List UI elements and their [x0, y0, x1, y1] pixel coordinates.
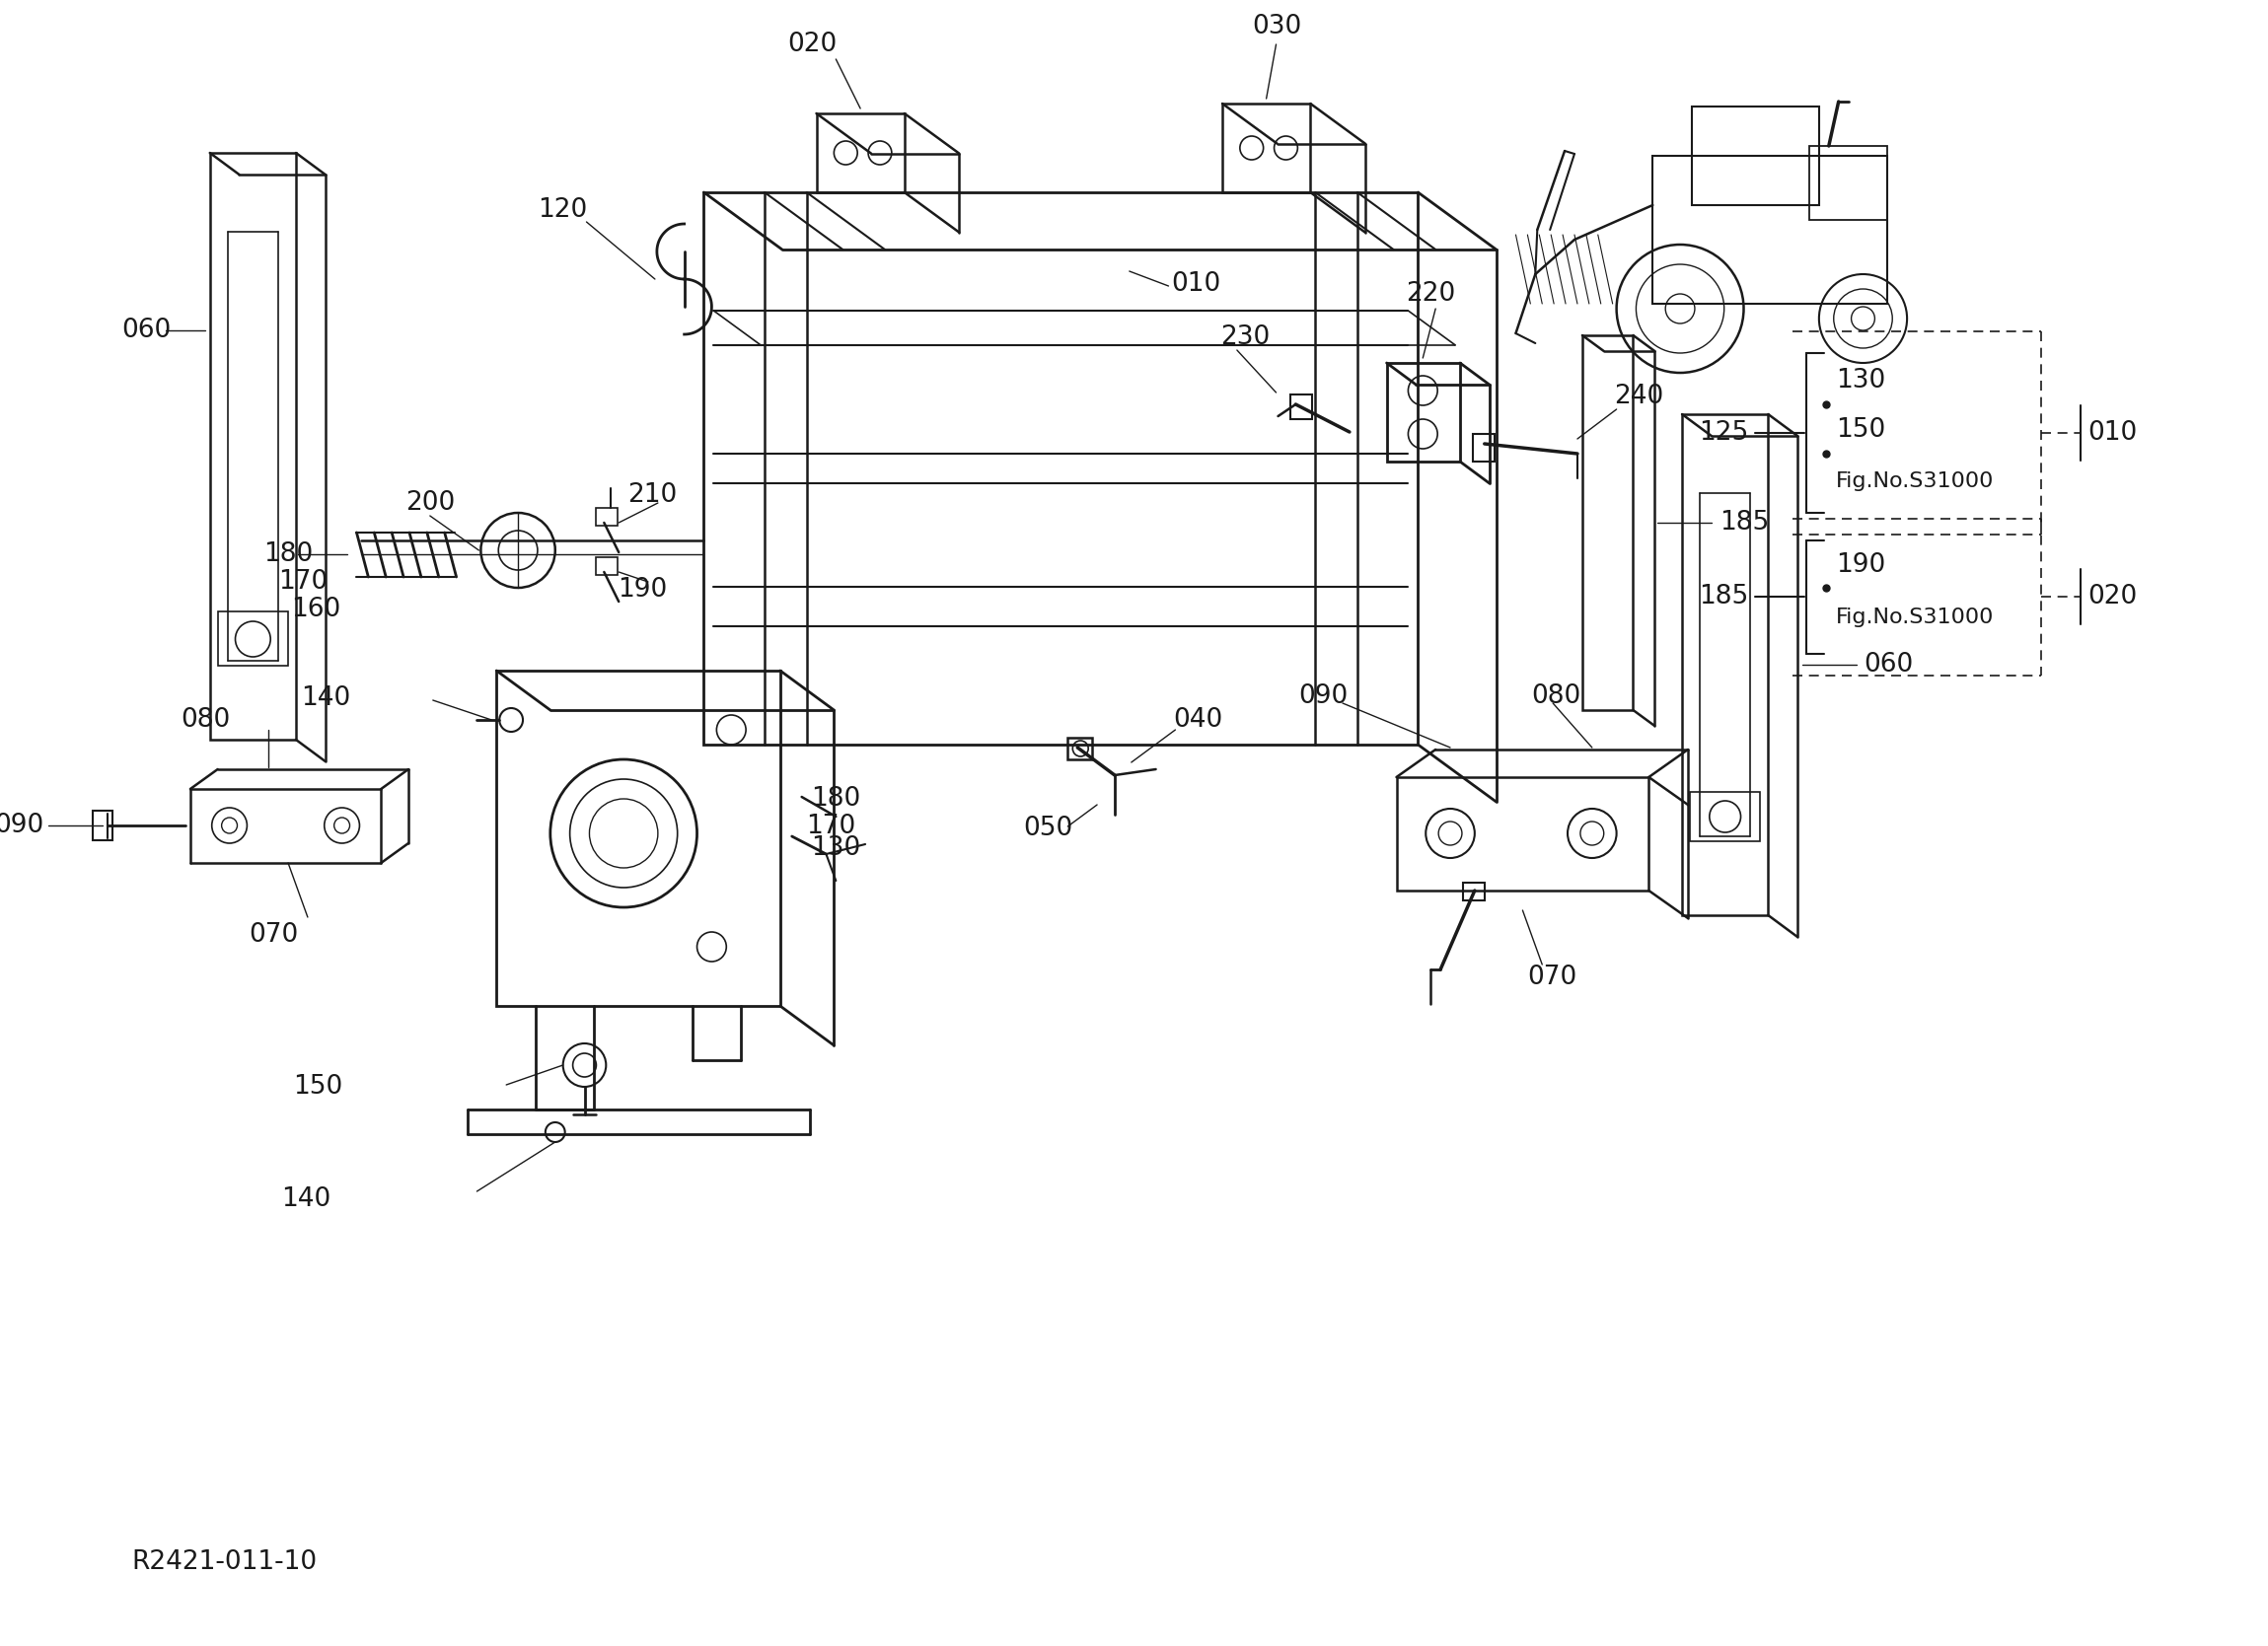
Text: 220: 220: [1406, 281, 1456, 306]
Bar: [218, 611, 288, 665]
Bar: [211, 153, 295, 739]
Text: 170: 170: [807, 813, 855, 839]
Text: Fig.No.S31000: Fig.No.S31000: [1835, 607, 1994, 627]
Text: 170: 170: [279, 570, 329, 594]
Text: 010: 010: [1173, 272, 1220, 296]
Text: 125: 125: [1699, 420, 1749, 446]
Text: 020: 020: [787, 31, 837, 58]
Bar: [1690, 792, 1760, 841]
Text: 210: 210: [628, 482, 678, 509]
Bar: [93, 811, 111, 839]
Bar: [1222, 104, 1311, 193]
Bar: [1683, 415, 1769, 915]
Text: 185: 185: [1699, 584, 1749, 609]
Text: 130: 130: [1835, 367, 1885, 393]
Bar: [1386, 362, 1461, 461]
Bar: [1583, 336, 1633, 709]
Text: 060: 060: [1864, 652, 1914, 678]
Text: 150: 150: [293, 1073, 342, 1100]
Text: 190: 190: [617, 578, 667, 602]
Text: 030: 030: [1252, 13, 1302, 40]
Bar: [497, 670, 780, 1006]
Text: 090: 090: [0, 813, 45, 838]
Text: 230: 230: [1220, 324, 1270, 351]
Text: 140: 140: [302, 685, 352, 711]
Text: 180: 180: [812, 787, 862, 811]
Text: 120: 120: [538, 198, 587, 222]
Text: Fig.No.S31000: Fig.No.S31000: [1835, 471, 1994, 491]
Text: 180: 180: [263, 542, 313, 568]
Text: 200: 200: [406, 491, 456, 515]
Text: 080: 080: [1531, 683, 1581, 709]
Text: 190: 190: [1835, 553, 1885, 578]
Bar: [1472, 435, 1495, 461]
Bar: [1692, 107, 1819, 206]
Text: 090: 090: [1300, 683, 1347, 709]
Bar: [1397, 777, 1649, 890]
Bar: [596, 558, 617, 574]
Text: 130: 130: [812, 835, 862, 861]
Text: 070: 070: [1529, 965, 1576, 991]
Text: 240: 240: [1613, 384, 1662, 410]
Text: 010: 010: [2089, 420, 2136, 446]
Text: 050: 050: [1023, 816, 1073, 841]
Bar: [1290, 395, 1313, 420]
Text: 040: 040: [1173, 708, 1222, 732]
Bar: [1653, 156, 1887, 305]
Bar: [1463, 882, 1486, 900]
Text: 060: 060: [122, 318, 172, 344]
Text: 185: 185: [1719, 510, 1769, 535]
Bar: [816, 114, 905, 193]
Bar: [1068, 737, 1093, 759]
Bar: [1810, 146, 1887, 221]
Text: 160: 160: [290, 596, 340, 622]
Text: R2421-011-10: R2421-011-10: [132, 1549, 318, 1575]
Text: 150: 150: [1835, 416, 1885, 443]
Text: 020: 020: [2089, 584, 2136, 609]
Text: 070: 070: [249, 922, 299, 948]
Bar: [703, 193, 1418, 744]
Text: 140: 140: [281, 1187, 331, 1211]
Text: 080: 080: [181, 708, 229, 732]
Bar: [596, 509, 617, 525]
